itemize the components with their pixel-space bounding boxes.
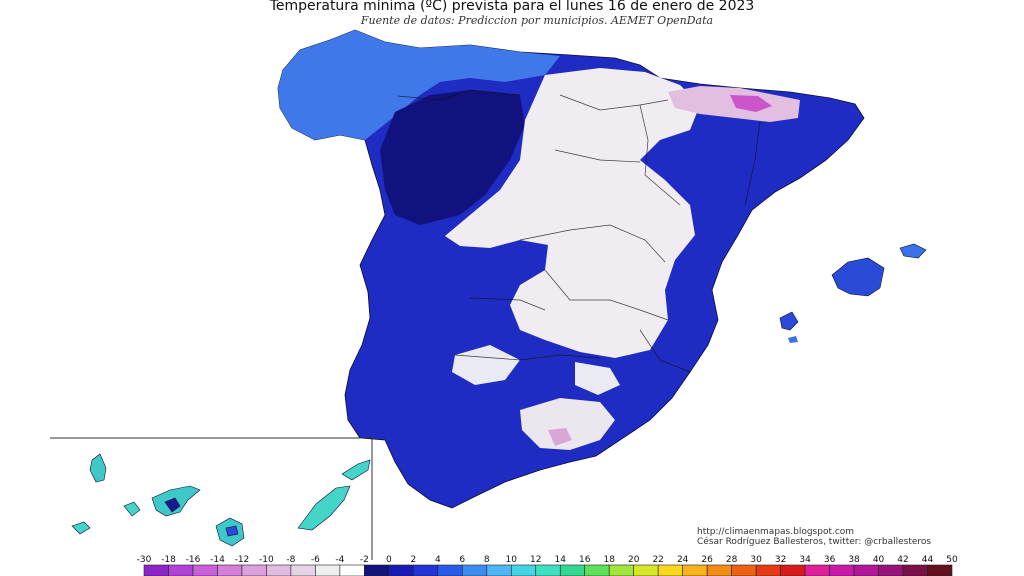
scale-color-box (853, 564, 879, 576)
northwest-light-area (278, 30, 560, 140)
el-hierro-island (71, 521, 91, 535)
scale-tick-label: 14 (555, 555, 567, 565)
scale-color-box (510, 564, 537, 576)
scale-tick-label: 6 (459, 555, 465, 565)
scale-tick-label: -4 (335, 555, 344, 565)
scale-tick-label: 8 (484, 555, 490, 565)
scale-tick-label: 0 (386, 555, 392, 565)
southeast-frost-area (520, 398, 615, 450)
scale-color-box (168, 564, 194, 576)
pyrenees-frost-area (668, 86, 800, 122)
teide-spot (164, 497, 181, 513)
scale-color-box (706, 564, 732, 576)
mallorca-island (831, 257, 885, 297)
scale-tick-label: -6 (311, 555, 320, 565)
map-subtitle: Fuente de datos: Prediccion por municipi… (360, 14, 714, 27)
pyrenees-cold-spot (730, 95, 772, 112)
scale-tick-label: 4 (435, 555, 441, 565)
credits: http://climaenmapas.blogspot.com César R… (697, 527, 931, 547)
la-palma-island (89, 453, 107, 483)
scale-color-box (682, 564, 708, 576)
scale-color-box (143, 564, 169, 576)
formentera-island (788, 336, 798, 343)
scale-color-box (878, 564, 904, 576)
scale-tick-label: 34 (799, 555, 811, 565)
ibiza-island (779, 311, 799, 331)
scale-tick-label: 22 (652, 555, 663, 565)
scale-tick-label: 10 (506, 555, 518, 565)
scale-color-box (413, 564, 439, 576)
scale-tick-label: -8 (286, 555, 295, 565)
scale-tick-label: -10 (259, 555, 274, 565)
scale-tick-label: 50 (946, 555, 958, 565)
scale-color-box (902, 564, 928, 576)
scale-tick-label: 18 (603, 555, 615, 565)
scale-color-box (486, 564, 512, 576)
scale-tick-label: -12 (235, 555, 250, 565)
scale-color-box (388, 564, 414, 576)
scale-color-box (731, 564, 757, 576)
scale-tick-label: -18 (161, 555, 176, 565)
scale-tick-label: 32 (775, 555, 786, 565)
scale-color-box (339, 564, 365, 576)
scale-tick-label: 42 (897, 555, 908, 565)
scale-tick-label: 38 (848, 555, 860, 565)
andalusia-frost-patch (452, 345, 520, 385)
scale-tick-label: 2 (410, 555, 416, 565)
map-title: Temperatura mínima (ºC) prevista para el… (269, 0, 755, 14)
scale-tick-label: -2 (360, 555, 369, 565)
credits-url: http://climaenmapas.blogspot.com (697, 527, 855, 537)
scale-tick-label: 26 (701, 555, 713, 565)
scale-color-box (462, 564, 488, 576)
scale-tick-label: 40 (873, 555, 885, 565)
color-scale-boxes (143, 564, 953, 576)
scale-color-box (633, 564, 659, 576)
canary-islands (71, 453, 371, 547)
menorca-island (899, 243, 927, 259)
scale-color-box (364, 564, 390, 576)
scale-color-box (535, 564, 561, 576)
credits-author: César Rodríguez Ballesteros, twitter: @c… (697, 537, 932, 547)
scale-tick-label: 36 (824, 555, 836, 565)
scale-color-box (437, 564, 463, 576)
central-frost-area (445, 68, 700, 358)
scale-color-box (290, 564, 316, 576)
scale-tick-label: -14 (210, 555, 225, 565)
scale-tick-label: 20 (628, 555, 640, 565)
scale-tick-label: 30 (750, 555, 762, 565)
scale-tick-label: 44 (922, 555, 934, 565)
scale-tick-label: 28 (726, 555, 738, 565)
scale-color-box (755, 564, 781, 576)
la-gomera-island (123, 501, 141, 517)
scale-color-box (804, 564, 830, 576)
lanzarote-island (341, 459, 371, 481)
scale-color-box (217, 564, 243, 576)
color-scale-ticks: -30 -18 -16 -14 -12 -10 -8 -6 -4 -2 0 2 4 6 8 10 12 14 16 1… (137, 555, 958, 565)
scale-tick-label: 12 (530, 555, 541, 565)
scale-color-box (315, 564, 341, 576)
northwest-dark-area (380, 90, 525, 225)
scale-color-box (780, 564, 806, 576)
region-boundaries (397, 89, 761, 373)
sierra-nevada-spot (548, 428, 572, 446)
scale-color-box (241, 564, 267, 576)
scale-tick-label: -30 (137, 555, 152, 565)
scale-color-box (192, 564, 218, 576)
scale-color-box (657, 564, 683, 576)
scale-color-box (266, 564, 292, 576)
fuerteventura-island (297, 485, 351, 531)
scale-color-box (584, 564, 610, 576)
gran-canaria-center-spot (225, 525, 239, 537)
scale-tick-label: 16 (579, 555, 591, 565)
scale-tick-label: 24 (677, 555, 689, 565)
scale-color-box (559, 564, 586, 576)
canary-inset-frame (50, 437, 373, 560)
scale-color-box (608, 564, 634, 576)
scale-color-box (927, 564, 953, 576)
scale-tick-label: -16 (186, 555, 201, 565)
levante-frost-patch (575, 362, 620, 395)
scale-color-box (829, 564, 855, 576)
